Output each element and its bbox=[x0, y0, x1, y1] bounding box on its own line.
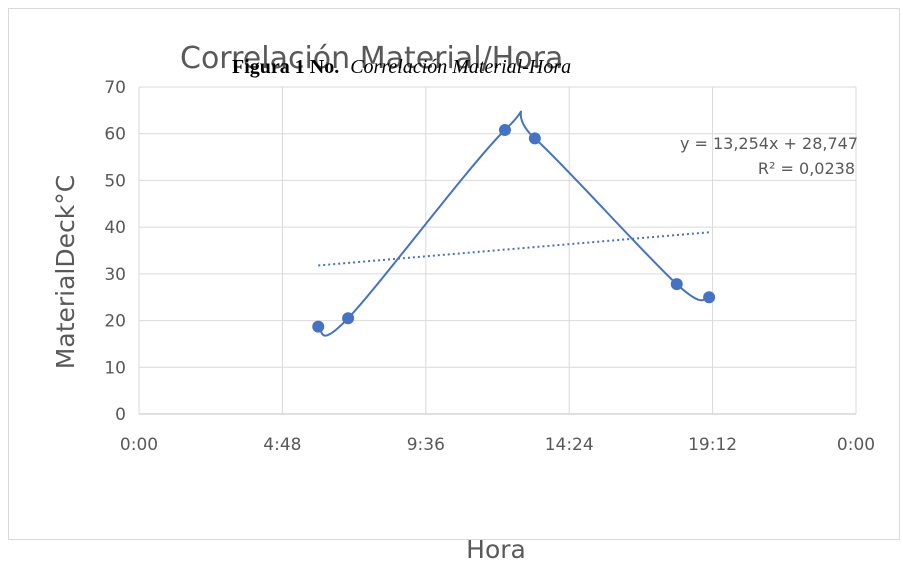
x-tick-labels: 0:00 4:48 9:36 14:24 19:12 0:00 bbox=[120, 435, 875, 455]
x-tick-label: 9:36 bbox=[407, 435, 445, 455]
y-tick-labels: 0 10 20 30 40 50 60 70 bbox=[104, 78, 126, 425]
x-tick-label: 0:00 bbox=[120, 435, 158, 455]
x-tick-label: 0:00 bbox=[837, 435, 875, 455]
figure-caption: Figura 1 No. Correlación Material-Hora bbox=[232, 56, 571, 78]
y-tick-label: 40 bbox=[104, 218, 126, 238]
data-point bbox=[703, 291, 716, 304]
data-point bbox=[670, 278, 683, 291]
trendline bbox=[318, 231, 710, 267]
x-tick-label: 4:48 bbox=[263, 435, 301, 455]
data-point bbox=[342, 312, 355, 325]
x-tick-label: 14:24 bbox=[545, 435, 594, 455]
y-tick-label: 50 bbox=[104, 171, 126, 191]
data-point bbox=[498, 123, 511, 136]
trendline-r-squared: R² = 0,0238 bbox=[758, 159, 855, 178]
chart-title: Correlación Material/Hora bbox=[180, 41, 563, 76]
trendline-equation: y = 13,254x + 28,747 bbox=[680, 134, 858, 153]
x-axis-title: Hora bbox=[466, 535, 526, 564]
y-axis-title: MaterialDeck°C bbox=[51, 175, 80, 369]
y-tick-label: 60 bbox=[104, 125, 126, 145]
figure-caption-bold: Figura 1 No. bbox=[232, 56, 339, 78]
x-tick-label: 19:12 bbox=[688, 435, 737, 455]
y-tick-label: 20 bbox=[104, 312, 126, 332]
y-tick-label: 10 bbox=[104, 358, 126, 378]
gridlines bbox=[138, 86, 857, 415]
y-tick-label: 30 bbox=[104, 265, 126, 285]
series-line bbox=[317, 110, 710, 337]
y-tick-label: 70 bbox=[104, 78, 126, 98]
figure-caption-italic: Correlación Material-Hora bbox=[350, 56, 571, 78]
y-tick-label: 0 bbox=[115, 405, 126, 425]
data-point bbox=[312, 320, 325, 333]
data-points bbox=[312, 123, 716, 333]
data-point bbox=[528, 132, 541, 145]
